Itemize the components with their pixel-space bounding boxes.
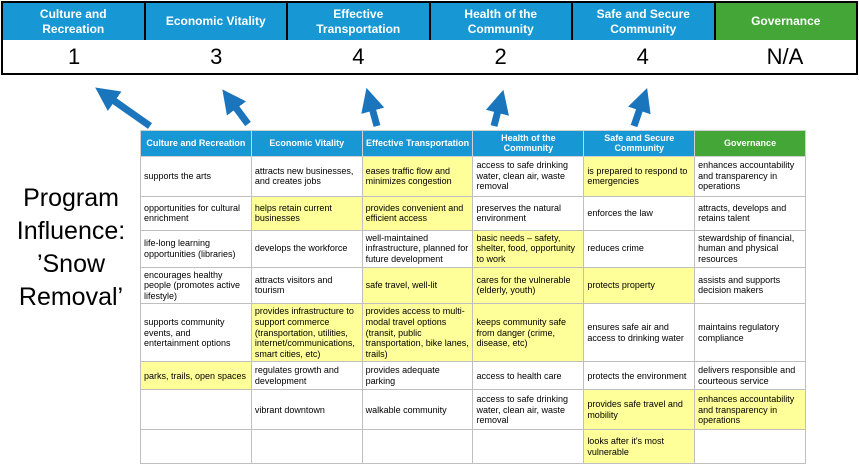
matrix-header-row: Culture and Recreation Economic Vitality E…: [140, 130, 806, 157]
matrix-row: looks after it's most vulnerable: [140, 429, 806, 465]
matrix-cell: life-long learning opportunities (librar…: [140, 229, 252, 268]
matrix-row: supports the arts attracts new businesses…: [140, 155, 806, 197]
program-label-line: Removal’: [18, 283, 124, 311]
matrix-cell: delivers responsible and courteous servi…: [694, 361, 806, 391]
matrix-header-economic-vitality: Economic Vitality: [250, 130, 363, 157]
pillar-score-safe-and-secure-community: 4: [636, 43, 649, 69]
matrix-row: parks, trails, open spaces regulates grow…: [140, 361, 806, 391]
up-arrow-icon: [628, 88, 651, 128]
scoreboard: Culture and Recreation Economic Vitality E…: [1, 1, 858, 75]
matrix-cell: preserves the natural environment: [472, 195, 585, 231]
matrix-cell: supports community events, and entertain…: [140, 303, 252, 363]
pillar-header-health-of-the-community: Health of the Community: [430, 3, 571, 40]
scoreboard-score-row: 1 3 4 2 4 N/A: [3, 40, 856, 73]
program-label-line: Program: [23, 184, 119, 212]
matrix-cell-highlighted: keeps community safe from danger (crime,…: [472, 303, 585, 363]
pillar-header-governance: Governance: [715, 3, 856, 40]
matrix-cell: vibrant downtown: [250, 389, 363, 431]
matrix-cell: provides adequate parking: [361, 361, 474, 391]
matrix-cell-highlighted: provides safe travel and mobility: [583, 389, 696, 431]
pillar-score-health-of-the-community: 2: [494, 43, 507, 69]
matrix-cell: access to health care: [472, 361, 585, 391]
matrix-header-effective-transportation: Effective Transportation: [361, 130, 474, 157]
matrix-header-safe-and-secure-community: Safe and Secure Community: [583, 130, 696, 157]
pillar-header-safe-and-secure-community: Safe and Secure Community: [573, 3, 714, 40]
matrix-cell: access to safe drinking water, clean air…: [472, 389, 585, 431]
pillar-header-effective-transportation: Effective Transportation: [288, 3, 429, 40]
matrix-cell: attracts visitors and tourism: [250, 266, 363, 305]
pillar-score-economic-vitality: 3: [210, 43, 223, 69]
matrix-cell-highlighted: parks, trails, open spaces: [140, 361, 252, 391]
matrix-cell: enforces the law: [583, 195, 696, 231]
matrix-cell: encourages healthy people (promotes acti…: [140, 266, 252, 305]
matrix-row: life-long learning opportunities (librar…: [140, 229, 806, 268]
matrix-cell: access to safe drinking water, clean air…: [472, 155, 585, 197]
up-arrow-icon: [95, 87, 153, 129]
program-influence-label: Program Influence: ’Snow Removal’: [0, 182, 142, 314]
matrix-cell: [140, 389, 252, 431]
matrix-cell: attracts new businesses, and creates job…: [250, 155, 363, 197]
matrix-cell-highlighted: provides convenient and efficient access: [361, 195, 474, 231]
matrix-row: opportunities for cultural enrichment hel…: [140, 195, 806, 231]
scoreboard-header-row: Culture and Recreation Economic Vitality E…: [3, 3, 856, 40]
matrix-cell: assists and supports decision makers: [694, 266, 806, 305]
matrix-cell: supports the arts: [140, 155, 252, 197]
matrix-cell: [361, 429, 474, 465]
up-arrow-icon: [222, 89, 251, 127]
up-arrow-icon: [361, 87, 385, 127]
matrix-cell-highlighted: is prepared to respond to emergencies: [583, 155, 696, 197]
matrix-cell: regulates growth and development: [250, 361, 363, 391]
program-label-line: ’Snow: [36, 250, 106, 278]
up-arrow-icon: [485, 89, 509, 127]
matrix-cell: [250, 429, 363, 465]
matrix-cell-highlighted: looks after it's most vulnerable: [583, 429, 696, 465]
matrix-cell-highlighted: protects property: [583, 266, 696, 305]
matrix-cell: enhances accountability and transparency…: [694, 155, 806, 197]
matrix-header-health-of-the-community: Health of the Community: [472, 130, 585, 157]
pillar-score-governance: N/A: [766, 43, 804, 69]
matrix-cell: attracts, develops and retains talent: [694, 195, 806, 231]
matrix-cell: stewardship of financial, human and phys…: [694, 229, 806, 268]
matrix-cell: [694, 429, 806, 465]
matrix-cell: opportunities for cultural enrichment: [140, 195, 252, 231]
matrix-cell-highlighted: basic needs – safety, shelter, food, opp…: [472, 229, 585, 268]
program-label-line: Influence:: [16, 217, 126, 245]
influence-matrix: Culture and Recreation Economic Vitality E…: [140, 130, 806, 465]
matrix-cell-highlighted: provides access to multi-modal travel op…: [361, 303, 474, 363]
pillar-score-effective-transportation: 4: [352, 43, 365, 69]
matrix-row: encourages healthy people (promotes acti…: [140, 266, 806, 305]
matrix-cell: well-maintained infrastructure, planned …: [361, 229, 474, 268]
matrix-cell-highlighted: cares for the vulnerable (elderly, youth…: [472, 266, 585, 305]
matrix-cell: maintains regulatory compliance: [694, 303, 806, 363]
matrix-row: supports community events, and entertain…: [140, 303, 806, 363]
matrix-cell: develops the workforce: [250, 229, 363, 268]
matrix-cell: protects the environment: [583, 361, 696, 391]
matrix-cell: walkable community: [361, 389, 474, 431]
matrix-header-governance: Governance: [694, 130, 806, 157]
pillar-header-economic-vitality: Economic Vitality: [145, 3, 286, 40]
matrix-header-culture-and-recreation: Culture and Recreation: [140, 130, 252, 157]
pillar-score-culture-and-recreation: 1: [67, 43, 81, 69]
matrix-cell-highlighted: helps retain current businesses: [250, 195, 363, 231]
matrix-row: vibrant downtown walkable community access…: [140, 389, 806, 431]
matrix-cell: reduces crime: [583, 229, 696, 268]
matrix-cell-highlighted: eases traffic flow and minimizes congest…: [361, 155, 474, 197]
matrix-cell: [140, 429, 252, 465]
matrix-cell-highlighted: enhances accountability and transparency…: [694, 389, 806, 431]
influence-arrows: [95, 87, 651, 129]
pillar-header-culture-and-recreation: Culture and Recreation: [3, 3, 144, 40]
matrix-cell-highlighted: safe travel, well-lit: [361, 266, 474, 305]
matrix-cell-highlighted: provides infrastructure to support comme…: [250, 303, 363, 363]
matrix-cell: [472, 429, 585, 465]
matrix-cell: ensures safe air and access to drinking …: [583, 303, 696, 363]
